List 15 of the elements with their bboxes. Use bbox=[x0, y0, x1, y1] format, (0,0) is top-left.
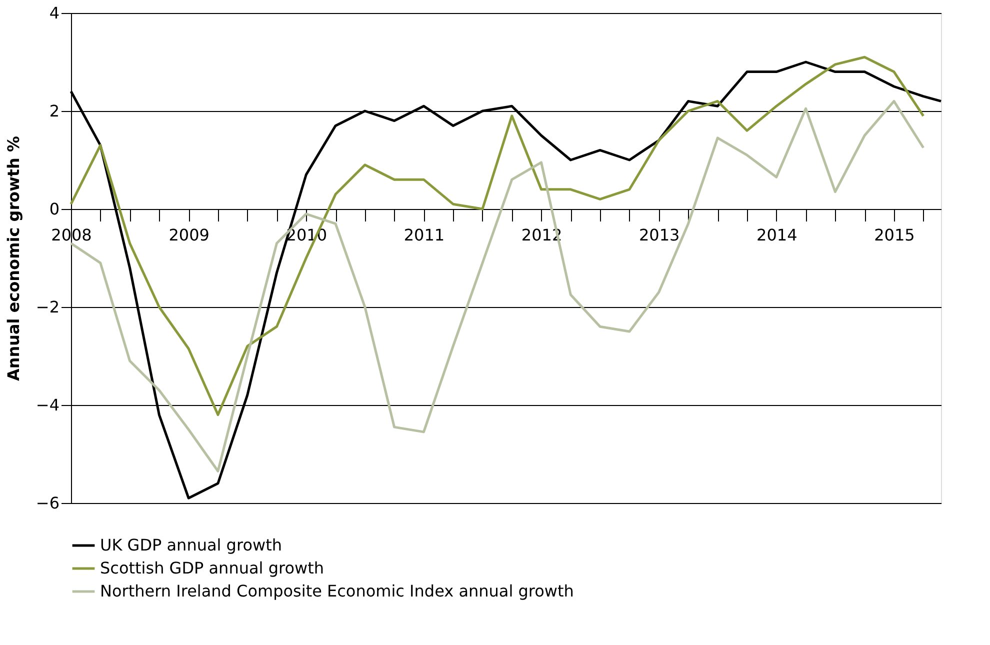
y-tick-label: 0 bbox=[49, 200, 60, 218]
legend-label: Scottish GDP annual growth bbox=[100, 558, 324, 578]
x-tick-label: 2009 bbox=[168, 226, 210, 244]
x-tick-label: 2014 bbox=[756, 226, 798, 244]
x-tick-label: 2015 bbox=[874, 226, 915, 244]
x-tick-label: 2011 bbox=[404, 226, 445, 244]
y-tick-label: 2 bbox=[49, 102, 60, 120]
y-tick-label: −4 bbox=[36, 396, 60, 414]
y-axis-title: Annual economic growth % bbox=[4, 136, 23, 382]
y-tick-label: −6 bbox=[36, 494, 60, 512]
y-tick-label: 4 bbox=[49, 4, 60, 22]
legend-label: Northern Ireland Composite Economic Index annual growth bbox=[100, 582, 574, 600]
x-tick-label: 2013 bbox=[638, 226, 680, 244]
y-tick-label: −2 bbox=[36, 298, 60, 316]
legend-label: UK GDP annual growth bbox=[100, 536, 282, 554]
